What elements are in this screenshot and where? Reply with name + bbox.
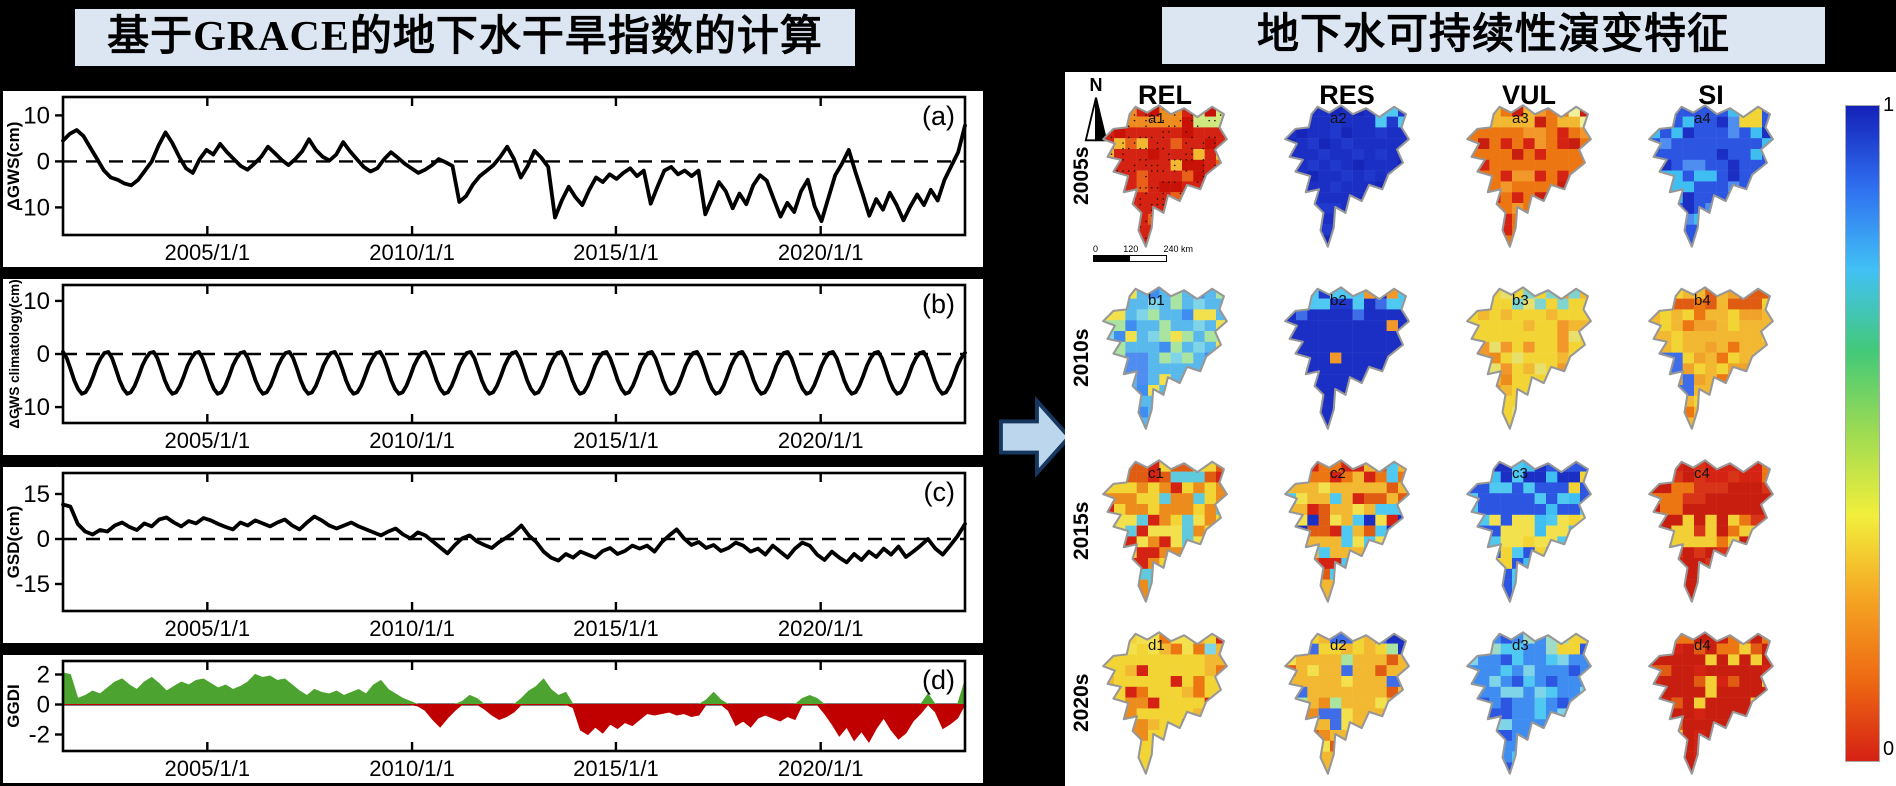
map-a4: a4 xyxy=(1626,95,1796,257)
svg-text:2015/1/1: 2015/1/1 xyxy=(573,240,659,265)
north-arrow: N xyxy=(1079,75,1113,149)
map-d2: d2 xyxy=(1262,622,1432,784)
svg-text:2020/1/1: 2020/1/1 xyxy=(778,240,864,265)
column-header-res: RES xyxy=(1319,80,1375,110)
svg-text:2015/1/1: 2015/1/1 xyxy=(573,428,659,453)
map-tag-d4: d4 xyxy=(1694,636,1711,654)
svg-text:2005/1/1: 2005/1/1 xyxy=(164,240,250,265)
left-panel-title: 基于GRACE的地下水干旱指数的计算 xyxy=(75,9,855,66)
scalebar-bar xyxy=(1093,255,1167,262)
map-b2: b2 xyxy=(1262,277,1432,439)
colorbar xyxy=(1845,105,1880,762)
svg-text:(b): (b) xyxy=(922,289,955,319)
svg-text:0: 0 xyxy=(37,526,50,553)
right-panel-title: 地下水可持续性演变特征 xyxy=(1162,7,1825,64)
svg-text:ΔGWS(cm): ΔGWS(cm) xyxy=(4,122,23,211)
map-c1: c1 xyxy=(1080,450,1250,612)
svg-text:(d): (d) xyxy=(922,665,955,695)
svg-text:2020/1/1: 2020/1/1 xyxy=(778,756,864,781)
svg-text:2010/1/1: 2010/1/1 xyxy=(369,616,455,641)
map-tag-a1: a1 xyxy=(1148,109,1165,127)
svg-text:-2: -2 xyxy=(29,722,50,749)
svg-text:-10: -10 xyxy=(15,194,50,221)
svg-text:2005/1/1: 2005/1/1 xyxy=(164,616,250,641)
svg-text:2010/1/1: 2010/1/1 xyxy=(369,240,455,265)
column-header-rel: REL xyxy=(1138,80,1192,110)
svg-text:2005/1/1: 2005/1/1 xyxy=(164,756,250,781)
map-a3: a3 xyxy=(1444,95,1614,257)
map-a2: a2 xyxy=(1262,95,1432,257)
colorbar-min-label: 0 xyxy=(1883,738,1895,760)
svg-text:2: 2 xyxy=(37,662,50,689)
map-c4: c4 xyxy=(1626,450,1796,612)
map-a1: a1 xyxy=(1080,95,1250,257)
map-tag-a2: a2 xyxy=(1330,109,1347,127)
svg-text:2020/1/1: 2020/1/1 xyxy=(778,428,864,453)
map-b1: b1 xyxy=(1080,277,1250,439)
map-tag-a4: a4 xyxy=(1694,109,1711,127)
svg-text:GSD(cm): GSD(cm) xyxy=(4,506,23,579)
svg-text:0: 0 xyxy=(37,148,50,175)
svg-text:0: 0 xyxy=(37,692,50,719)
map-tag-b3: b3 xyxy=(1512,291,1529,309)
svg-text:10: 10 xyxy=(23,102,50,129)
svg-text:2010/1/1: 2010/1/1 xyxy=(369,428,455,453)
map-c2: c2 xyxy=(1262,450,1432,612)
map-d3: d3 xyxy=(1444,622,1614,784)
svg-text:(c): (c) xyxy=(924,477,955,507)
map-tag-a3: a3 xyxy=(1512,109,1529,127)
scalebar-0: 0 xyxy=(1093,244,1099,254)
svg-text:2015/1/1: 2015/1/1 xyxy=(573,616,659,641)
chart-gws-climatology: 2005/1/1 2010/1/1 2015/1/1 2020/1/1 10 0 -10 (b… xyxy=(0,276,986,458)
map-tag-c4: c4 xyxy=(1694,464,1710,482)
svg-text:ΔGWS climatology(cm): ΔGWS climatology(cm) xyxy=(7,279,22,428)
colorbar-max-label: 1 xyxy=(1883,94,1895,116)
svg-text:-15: -15 xyxy=(15,571,50,598)
maps-panel: N REL RES VUL SI 2005s 2010s 2015s 2020s… xyxy=(1065,72,1896,786)
north-label: N xyxy=(1089,75,1103,95)
north-arrow-icon xyxy=(1084,97,1108,142)
chart-ggdi: 2005/1/1 2010/1/1 2015/1/1 2020/1/1 2 0 -2 (d) G… xyxy=(0,652,986,786)
map-tag-d3: d3 xyxy=(1512,636,1529,654)
map-tag-c1: c1 xyxy=(1148,464,1164,482)
column-header-vul: VUL xyxy=(1502,80,1556,110)
map-tag-c3: c3 xyxy=(1512,464,1528,482)
flow-arrow-icon xyxy=(998,395,1072,479)
map-tag-c2: c2 xyxy=(1330,464,1346,482)
svg-text:GGDI: GGDI xyxy=(4,684,23,727)
svg-text:2005/1/1: 2005/1/1 xyxy=(164,428,250,453)
scalebar-120: 120 xyxy=(1123,244,1139,254)
map-tag-d1: d1 xyxy=(1148,636,1165,654)
map-tag-b1: b1 xyxy=(1148,291,1165,309)
map-tag-b2: b2 xyxy=(1330,291,1347,309)
svg-text:15: 15 xyxy=(23,481,50,508)
scale-bar: 0 120 240 km xyxy=(1093,244,1193,262)
map-b3: b3 xyxy=(1444,277,1614,439)
svg-text:-10: -10 xyxy=(15,394,50,421)
map-c3: c3 xyxy=(1444,450,1614,612)
chart-gsd: 2005/1/1 2010/1/1 2015/1/1 2020/1/1 15 0 -15 (c… xyxy=(0,464,986,646)
svg-text:2020/1/1: 2020/1/1 xyxy=(778,616,864,641)
map-d4: d4 xyxy=(1626,622,1796,784)
svg-text:2015/1/1: 2015/1/1 xyxy=(573,756,659,781)
chart-gws-anomaly: 2005/1/1 2010/1/1 2015/1/1 2020/1/1 10 0 -10 (a… xyxy=(0,88,986,270)
map-b4: b4 xyxy=(1626,277,1796,439)
svg-text:0: 0 xyxy=(37,341,50,368)
map-tag-d2: d2 xyxy=(1330,636,1347,654)
svg-text:2010/1/1: 2010/1/1 xyxy=(369,756,455,781)
map-tag-b4: b4 xyxy=(1694,291,1711,309)
map-d1: d1 xyxy=(1080,622,1250,784)
svg-text:10: 10 xyxy=(23,288,50,315)
scalebar-240: 240 km xyxy=(1163,244,1193,254)
svg-text:(a): (a) xyxy=(922,101,955,131)
column-header-si: SI xyxy=(1698,80,1724,110)
